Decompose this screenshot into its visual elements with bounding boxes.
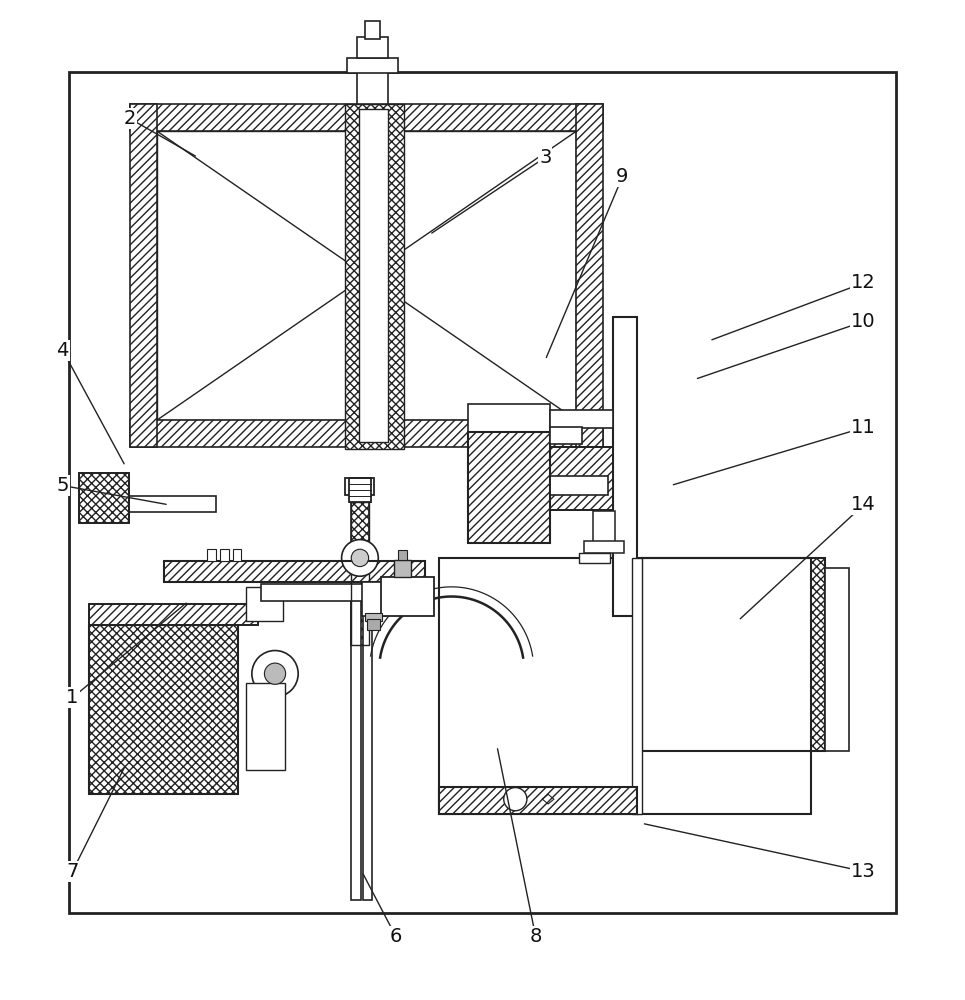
Bar (362, 582, 386, 616)
Bar (157, 131, 576, 420)
Bar (164, 561, 425, 582)
Bar (825, 568, 849, 751)
Bar (367, 619, 380, 630)
Bar (439, 558, 811, 814)
Text: 9: 9 (617, 167, 628, 186)
Text: 13: 13 (851, 862, 876, 881)
Bar (261, 584, 376, 601)
Bar (632, 558, 642, 814)
Circle shape (252, 651, 298, 697)
Bar (468, 432, 550, 543)
Text: 6: 6 (390, 927, 401, 946)
Circle shape (264, 663, 286, 684)
Bar (550, 476, 608, 495)
Text: 8: 8 (530, 927, 541, 946)
Bar (79, 473, 129, 523)
Bar (345, 104, 404, 449)
Bar (398, 550, 407, 560)
Bar (357, 37, 388, 58)
Bar (584, 541, 624, 553)
Bar (468, 403, 550, 432)
Bar (89, 625, 238, 794)
Bar (365, 21, 380, 39)
Bar (579, 553, 610, 563)
Text: 12: 12 (851, 273, 876, 292)
Bar (164, 561, 425, 582)
Text: 3: 3 (539, 148, 551, 167)
Bar (613, 317, 637, 616)
Bar (642, 558, 825, 751)
Circle shape (504, 788, 527, 811)
Bar (246, 587, 283, 621)
Bar (79, 473, 129, 523)
Text: 5: 5 (57, 476, 69, 495)
Bar (349, 478, 371, 502)
Bar (89, 604, 258, 625)
Bar (359, 109, 388, 442)
Bar (130, 420, 603, 447)
Bar (246, 683, 285, 770)
Bar (207, 549, 216, 561)
Bar (130, 104, 603, 131)
Bar (233, 549, 241, 561)
Bar (89, 625, 238, 794)
Bar (363, 582, 372, 900)
Bar (347, 58, 398, 73)
Bar (576, 104, 603, 447)
Text: 4: 4 (57, 341, 69, 360)
Bar (220, 549, 229, 561)
Bar (351, 502, 369, 645)
Bar (69, 72, 896, 913)
Bar (130, 104, 157, 447)
Bar (468, 432, 550, 543)
Circle shape (351, 549, 369, 567)
Text: 10: 10 (851, 312, 876, 331)
Bar (357, 71, 388, 104)
Bar (351, 582, 361, 900)
Bar (129, 496, 216, 512)
Bar (550, 447, 613, 510)
Bar (593, 511, 615, 543)
Bar (550, 427, 582, 444)
Circle shape (342, 540, 378, 576)
Bar (89, 604, 258, 625)
Bar (550, 447, 613, 510)
Bar (394, 560, 411, 577)
Bar (642, 558, 825, 751)
Bar (439, 787, 637, 814)
Text: 14: 14 (851, 495, 876, 514)
Bar (381, 577, 434, 616)
Bar (365, 613, 382, 621)
Bar (345, 478, 374, 495)
Text: 7: 7 (67, 862, 78, 881)
Bar (351, 502, 369, 645)
Bar (439, 787, 637, 814)
Text: 11: 11 (851, 418, 876, 437)
Text: 1: 1 (67, 688, 78, 707)
Text: 2: 2 (124, 109, 136, 128)
Bar (550, 410, 613, 428)
